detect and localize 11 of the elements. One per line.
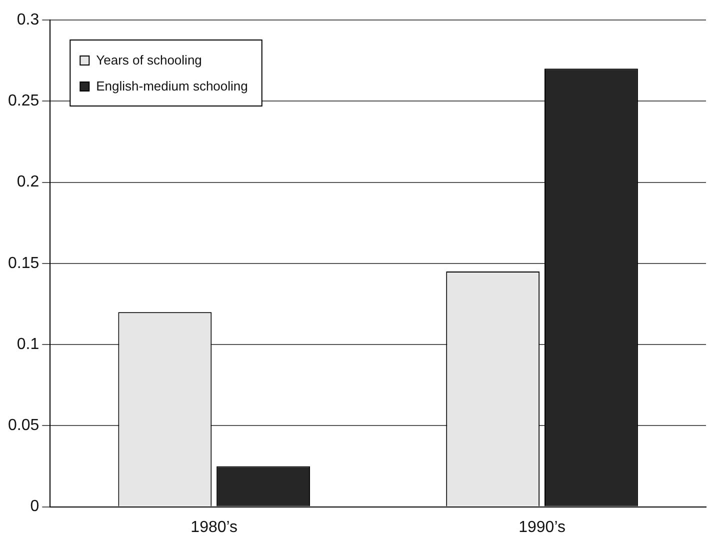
y-tick-label: 0.25 xyxy=(8,92,40,110)
y-tick-label: 0.05 xyxy=(8,417,40,434)
y-tick-label: 0.15 xyxy=(8,254,40,272)
legend-label: Years of schooling xyxy=(96,52,202,68)
y-tick-label: 0.3 xyxy=(16,11,40,28)
x-tick-label: 1990’s xyxy=(518,518,566,536)
y-tick-label: 0.1 xyxy=(16,336,40,353)
y-tick-label: 0.2 xyxy=(16,174,40,191)
y-tick-label: 0 xyxy=(30,498,40,516)
x-tick-label: 1980’s xyxy=(190,518,238,536)
legend-label: English-medium schooling xyxy=(96,78,248,94)
